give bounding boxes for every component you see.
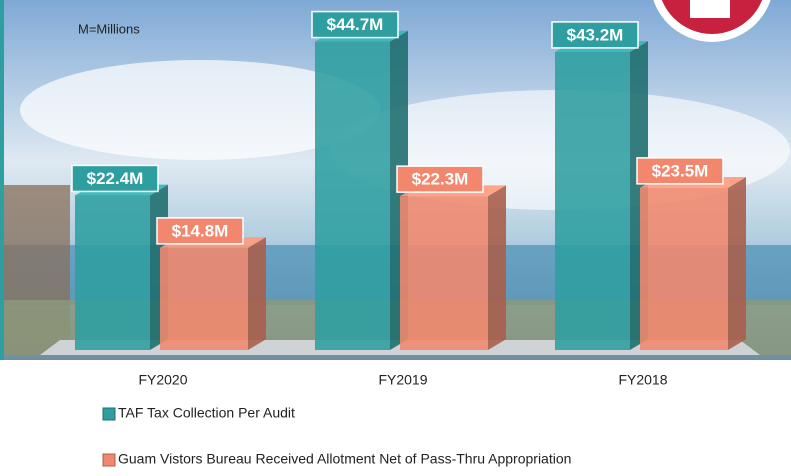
legend-swatch: [103, 408, 115, 420]
bar: [160, 248, 248, 350]
bar-side: [728, 177, 746, 350]
bar: [75, 195, 150, 350]
legend-swatch: [103, 454, 115, 466]
bar-side: [248, 237, 266, 350]
bar: [315, 42, 390, 350]
left-border: [0, 0, 4, 360]
x-tick-label: FY2020: [138, 372, 187, 388]
legend-label: Guam Vistors Bureau Received Allotment N…: [118, 451, 571, 467]
annotation: M=Millions: [78, 21, 140, 36]
value-label: $22.3M: [412, 170, 469, 189]
chart: M=Millions $22.4M $14.8M FY2020 $44.7M $22.3…: [0, 0, 791, 476]
x-tick-label: FY2018: [618, 372, 667, 388]
bar: [555, 52, 630, 350]
value-label: $23.5M: [652, 161, 709, 180]
bar: [640, 188, 728, 350]
value-label: $22.4M: [87, 169, 144, 188]
value-label: $43.2M: [567, 25, 624, 44]
x-tick-label: FY2019: [378, 372, 427, 388]
legend-label: TAF Tax Collection Per Audit: [118, 405, 295, 421]
bar: [400, 196, 488, 350]
bar-side: [488, 185, 506, 350]
badge-icon: [690, 0, 730, 18]
value-label: $44.7M: [327, 15, 384, 34]
value-label: $14.8M: [172, 221, 229, 240]
